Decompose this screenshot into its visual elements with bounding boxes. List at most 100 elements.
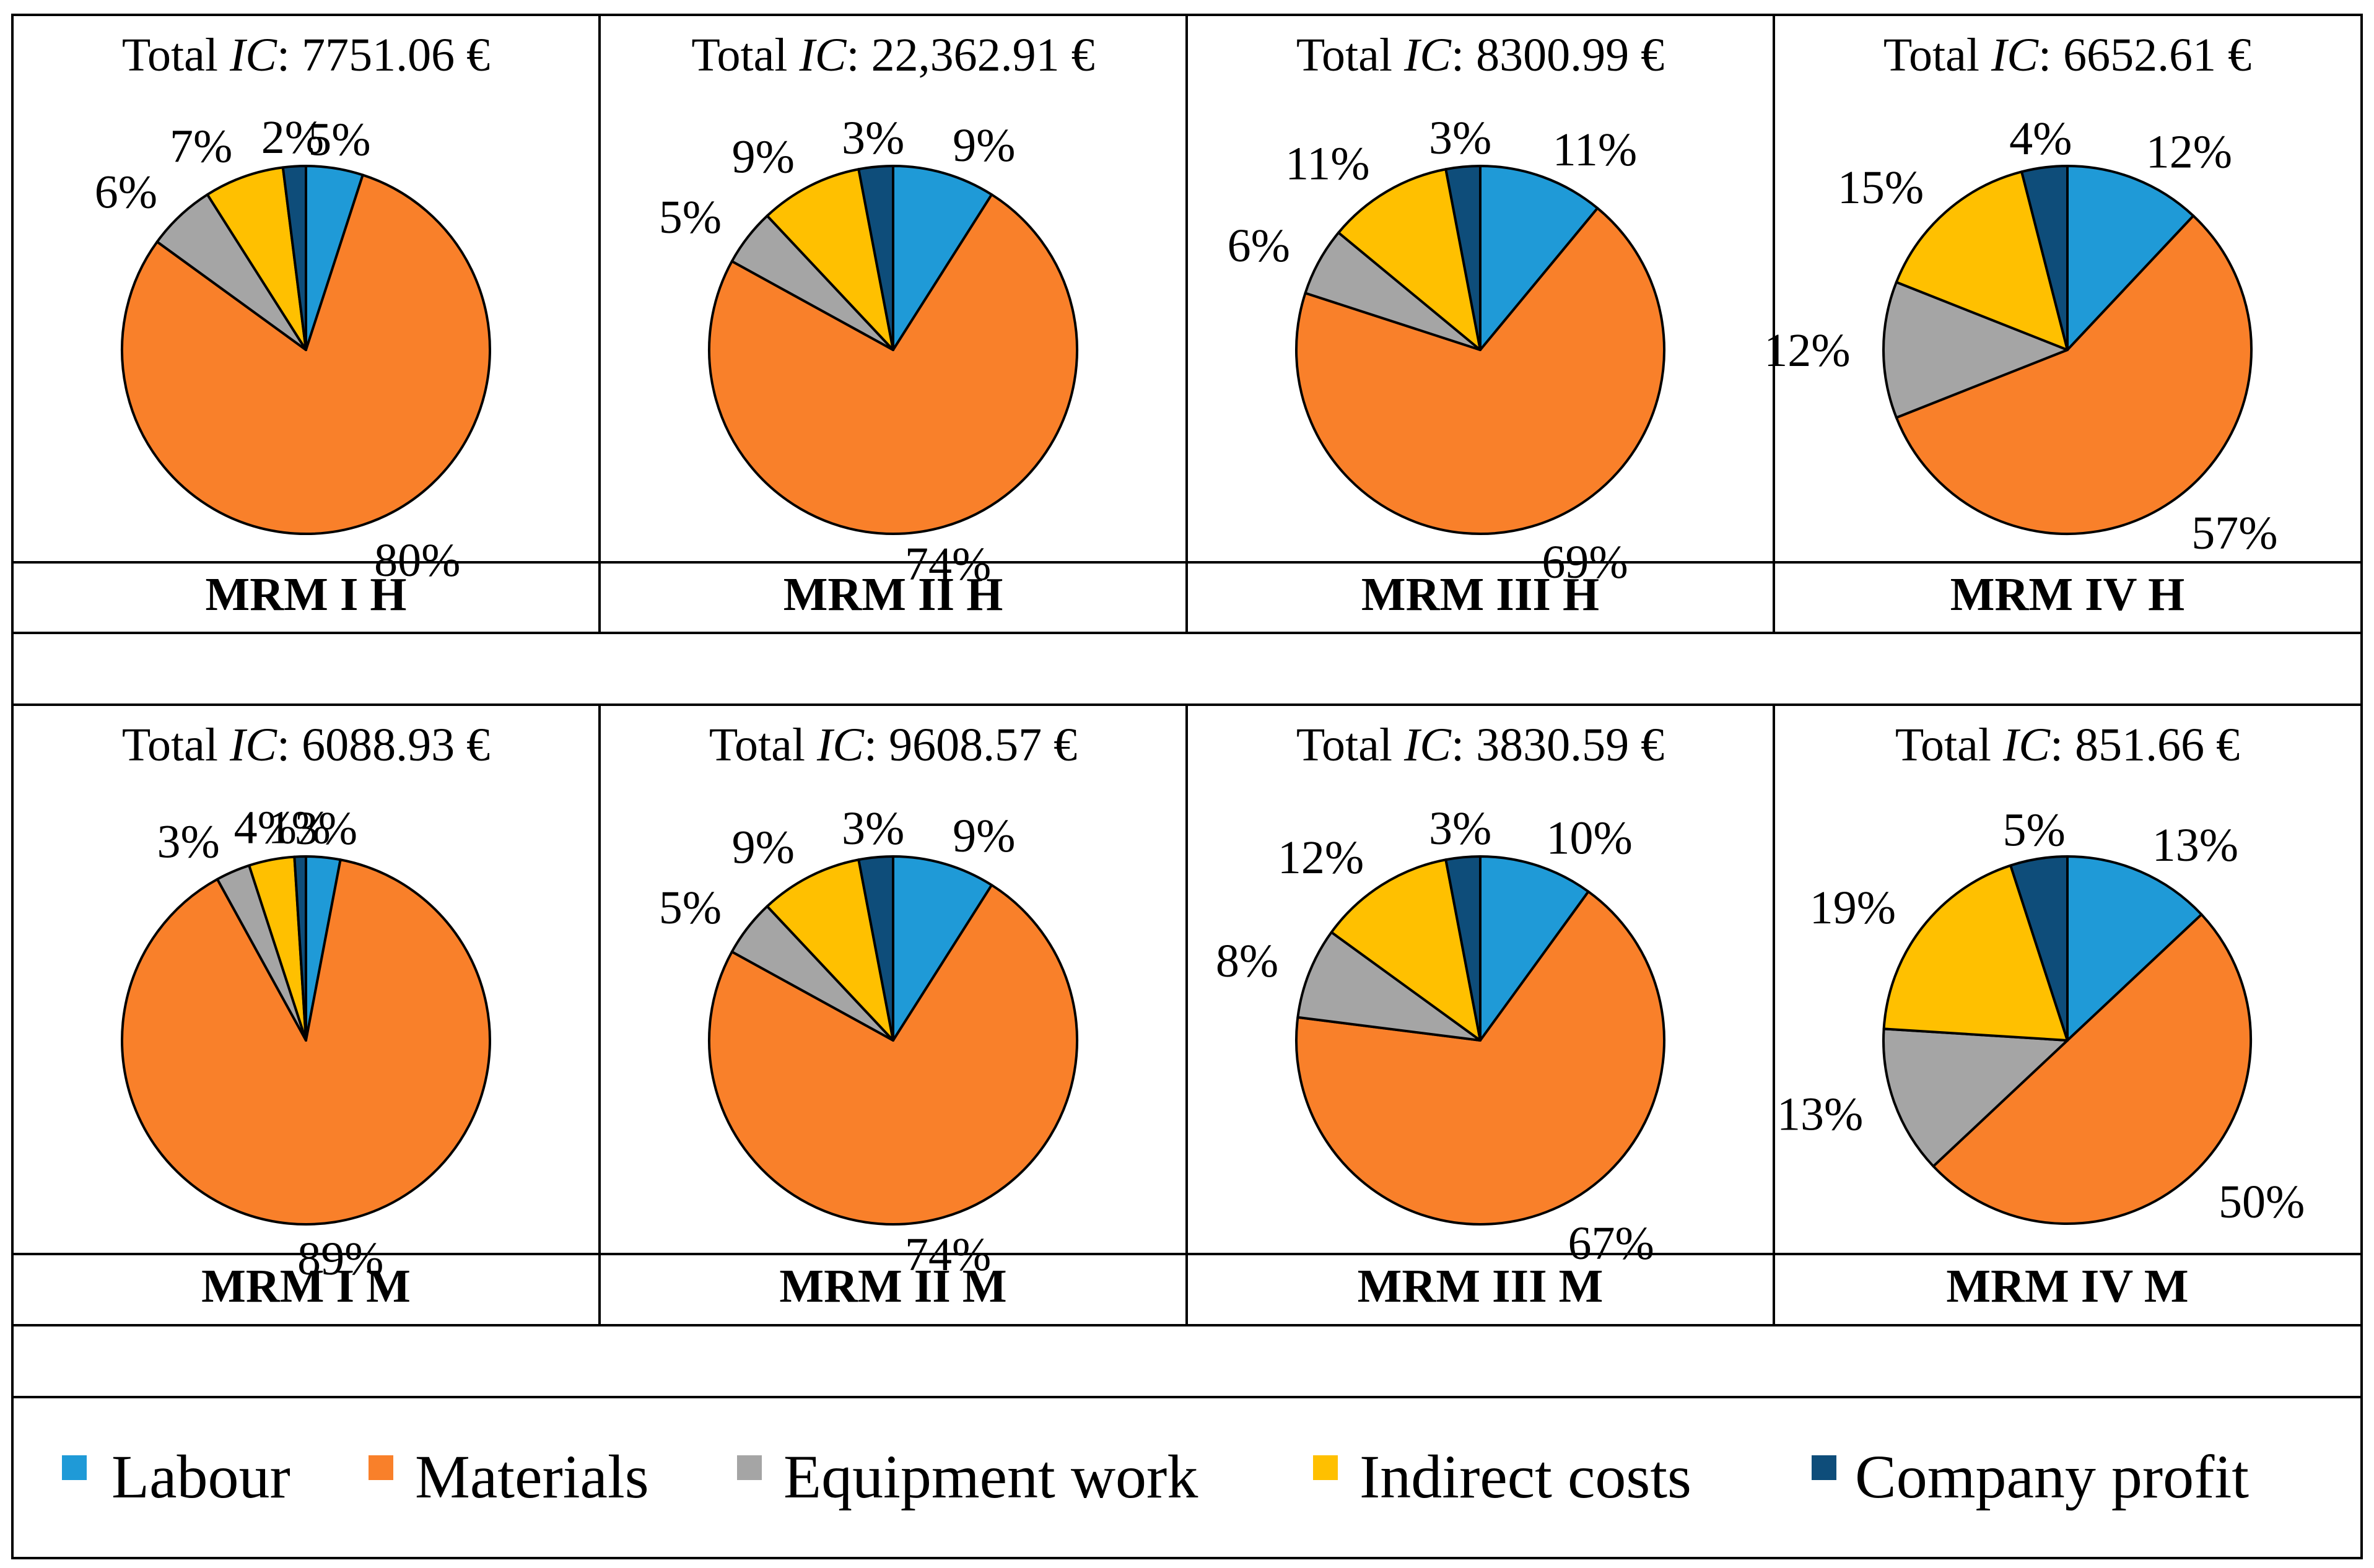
pie-slice-labour [2066,855,2203,1042]
slice-label-indirect-costs: 11% [1285,137,1370,189]
slice-label-labour: 11% [1553,124,1638,176]
total-value: : 7751.06 € [277,29,490,81]
slice-label-company-profit: 4% [2009,113,2072,165]
pie-slice-equipment-work [1296,931,1482,1042]
pie-slice-company-profit [2020,165,2069,351]
total-value: : 6088.93 € [277,719,490,771]
pie-slice-labour [1479,165,1599,351]
slice-label-equipment-work: 6% [1228,220,1290,272]
slice-label-labour: 5% [308,114,370,166]
total-ic-symbol: IC [1403,719,1452,771]
slice-label-equipment-work: 3% [157,816,219,868]
slice-label-company-profit: 5% [2002,804,2065,856]
legend-label-equipment-work: Equipment work [783,1442,1198,1511]
pie-slice-labour [892,165,993,351]
pie-slice-company-profit [281,165,307,351]
legend-label-labour: Labour [111,1442,290,1511]
legend-swatch-labour [62,1455,87,1480]
slice-label-company-profit: 3% [1429,803,1491,855]
total-prefix: Total [122,29,230,81]
slice-label-labour: 9% [953,120,1015,172]
pie-panel-mrm-iv-m: Total IC: 851.66 € 13% 50% 13% 19% 5% MRM IV M [1777,719,2305,1312]
total-ic-text: Total IC: 3830.59 € [1296,719,1664,771]
slice-label-equipment-work: 13% [1777,1089,1863,1141]
slice-label-equipment-work: 8% [1216,935,1278,987]
panel-label: MRM II H [783,568,1003,621]
slice-label-labour: 10% [1547,812,1633,864]
slice-label-materials: 74% [905,538,991,590]
slice-label-labour: 3% [295,803,357,855]
pie-slice-equipment-work [1882,281,2069,419]
pie-panel-mrm-iv-h: Total IC: 6652.61 € 12% 57% 12% 15% 4% MRM IV … [1764,29,2277,621]
total-ic-text: Total IC: 6088.93 € [122,719,490,771]
legend-swatch-equipment-work [737,1455,762,1480]
pie-slice-company-profit [857,165,894,351]
total-value: : 3830.59 € [1451,719,1664,771]
slice-label-materials: 50% [2219,1176,2305,1228]
pie-slice-materials [121,858,491,1226]
panel-label: MRM II M [779,1260,1006,1312]
total-ic-symbol: IC [229,29,277,81]
slice-label-materials: 67% [1568,1217,1654,1270]
total-prefix: Total [1296,29,1404,81]
slice-label-materials: 69% [1542,536,1628,588]
total-ic-text: Total IC: 8300.99 € [1296,29,1664,81]
panel-label: MRM IV H [1950,568,2185,621]
panel-label: MRM III H [1361,568,1599,621]
total-value: : 8300.99 € [1451,29,1664,81]
total-prefix: Total [1296,719,1404,771]
total-ic-symbol: IC [229,719,277,771]
pie-slice-indirect-costs [1882,864,2069,1042]
pie-slice-materials [1932,913,2253,1226]
slice-label-company-profit: 2% [261,111,324,163]
slice-label-company-profit: 1% [268,802,331,854]
slice-label-indirect-costs: 19% [1810,882,1896,934]
slice-label-labour: 9% [953,810,1015,862]
pie-slice-labour [2066,165,2195,351]
panel-label: MRM I M [201,1260,411,1312]
slice-label-materials: 80% [374,534,460,586]
total-ic-text: Total IC: 851.66 € [1895,719,2240,771]
pie-slice-materials [708,884,1079,1226]
pie-panel-mrm-i-h: Total IC: 7751.06 € 5% 80% 6%7% 2% MRM I H [95,29,491,621]
slice-label-labour: 12% [2146,126,2232,178]
slice-label-indirect-costs: 7% [170,120,232,172]
total-value: : 9608.57 € [864,719,1077,771]
slice-label-indirect-costs: 15% [1838,162,1924,214]
pie-slice-indirect-costs [766,168,894,351]
pie-slice-materials [120,173,491,535]
total-ic-text: Total IC: 7751.06 € [122,29,490,81]
total-prefix: Total [709,719,817,771]
pie-slice-indirect-costs [1337,168,1482,351]
total-prefix: Total [1883,29,1991,81]
total-ic-symbol: IC [2002,719,2051,771]
slice-label-materials: 57% [2191,507,2277,559]
total-prefix: Total [1895,719,2003,771]
total-ic-text: Total IC: 6652.61 € [1883,29,2251,81]
pie-slice-company-profit [857,855,894,1042]
pie-slice-company-profit [1444,855,1482,1042]
pie-slice-labour [1479,855,1590,1042]
slice-label-indirect-costs: 12% [1278,832,1364,884]
slice-label-indirect-costs: 9% [732,131,795,183]
pie-panel-mrm-i-m: Total IC: 6088.93 €3%89%3% 4%1%MRM I M [121,719,491,1312]
pie-slice-indirect-costs [1330,858,1482,1042]
pie-slice-labour [892,855,993,1042]
pie-panel-mrm-ii-h: Total IC: 22,362.91 €9%74%5%9% 3%MRM II H [659,29,1095,621]
total-ic-symbol: IC [816,719,865,771]
pie-slice-company-profit [1444,165,1482,351]
total-ic-symbol: IC [798,29,847,81]
pie-slice-materials [1295,890,1665,1226]
pie-slice-indirect-costs [766,858,894,1042]
total-value: : 851.66 € [2050,719,2240,771]
slice-label-company-profit: 3% [842,803,904,855]
total-ic-symbol: IC [1991,29,2039,81]
total-ic-symbol: IC [1403,29,1452,81]
legend-label-materials: Materials [415,1442,649,1511]
pie-slice-indirect-costs [1895,170,2069,351]
panel-label: MRM III M [1358,1260,1604,1312]
legend-swatch-indirect-costs [1313,1455,1338,1480]
pie-panel-mrm-ii-m: Total IC: 9608.57 €9%74%5%9% 3%MRM II M [659,719,1079,1312]
total-value: : 22,362.91 € [846,29,1094,81]
